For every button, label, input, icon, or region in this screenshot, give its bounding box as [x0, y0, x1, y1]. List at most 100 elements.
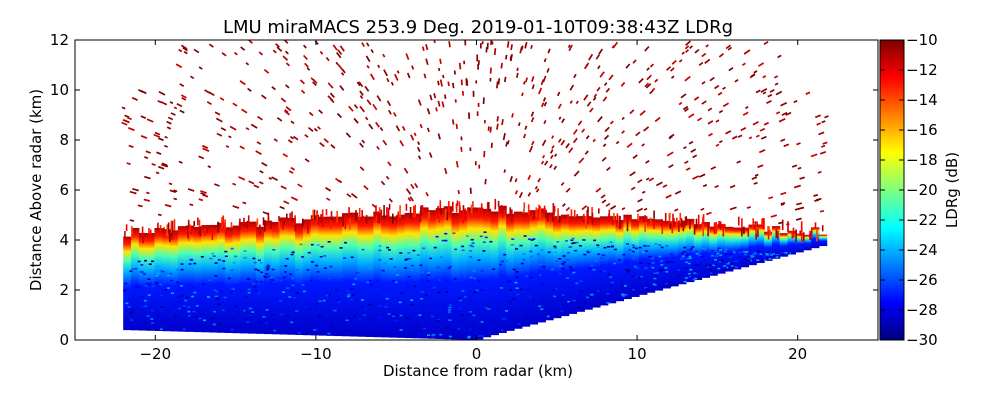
scan-column	[467, 207, 475, 339]
echo-speckle	[427, 272, 430, 274]
echo-speckle	[529, 296, 532, 298]
sparse-echo	[566, 208, 569, 211]
echo-speckle	[452, 233, 455, 235]
sparse-echo	[156, 172, 159, 173]
sparse-echo	[504, 133, 505, 140]
echo-speckle	[582, 239, 585, 241]
echo-speckle	[738, 264, 741, 266]
echo-speckle	[561, 263, 564, 265]
echo-speckle	[749, 261, 752, 263]
echo-speckle	[271, 314, 274, 316]
echo-speckle	[735, 254, 738, 256]
echo-speckle	[292, 285, 295, 287]
echo-speckle	[572, 238, 575, 240]
sparse-echo	[184, 52, 187, 54]
echo-speckle	[633, 295, 636, 297]
sparse-echo	[330, 93, 334, 97]
sparse-echo	[420, 124, 422, 128]
echo-speckle	[180, 285, 183, 287]
sparse-echo	[760, 129, 765, 131]
echo-speckle	[751, 255, 754, 257]
echo-speckle	[521, 263, 524, 265]
echo-speckle	[162, 271, 165, 273]
echo-speckle	[469, 250, 472, 252]
echo-speckle	[539, 264, 542, 266]
echo-speckle	[144, 305, 147, 307]
echo-speckle	[603, 271, 606, 273]
echo-speckle	[227, 299, 230, 301]
echo-speckle	[352, 317, 355, 319]
sparse-echo	[286, 63, 289, 66]
sparse-echo	[318, 127, 321, 129]
echo-speckle	[295, 318, 298, 320]
sparse-echo	[165, 205, 171, 207]
sparse-echo	[220, 98, 224, 100]
echo-speckle	[480, 335, 483, 337]
bright-band-echo	[637, 214, 639, 221]
echo-speckle	[244, 257, 247, 259]
echo-speckle	[711, 250, 714, 252]
sparse-echo	[586, 63, 588, 66]
sparse-echo	[510, 176, 512, 182]
sparse-echo	[584, 95, 588, 100]
sparse-echo	[702, 101, 706, 104]
echo-speckle	[558, 258, 561, 260]
sparse-echo	[603, 97, 606, 101]
sparse-echo	[169, 183, 172, 184]
bright-band-echo	[523, 209, 525, 214]
sparse-echo	[691, 149, 696, 152]
echo-speckle	[466, 284, 469, 286]
echo-speckle	[636, 283, 639, 285]
sparse-echo	[744, 50, 750, 54]
sparse-echo	[383, 54, 385, 57]
sparse-echo	[346, 133, 350, 137]
bright-band-echo	[738, 217, 740, 226]
sparse-echo	[328, 83, 333, 88]
bright-band-echo	[803, 232, 805, 241]
echo-speckle	[247, 278, 250, 280]
scan-column	[506, 214, 514, 331]
sparse-echo	[243, 202, 247, 203]
echo-speckle	[611, 282, 614, 284]
echo-speckle	[437, 267, 440, 269]
echo-speckle	[661, 247, 664, 249]
sparse-echo	[626, 64, 630, 68]
bright-band-echo	[801, 233, 803, 242]
bright-band-echo	[571, 209, 573, 216]
bright-band-echo	[777, 231, 779, 240]
bright-band-echo	[291, 212, 293, 221]
sparse-echo	[426, 192, 428, 196]
echo-speckle	[520, 325, 523, 327]
echo-speckle	[410, 269, 413, 271]
bright-band-echo	[472, 201, 474, 207]
echo-speckle	[783, 254, 786, 256]
echo-speckle	[574, 257, 577, 259]
sparse-echo	[630, 110, 634, 114]
sparse-echo	[761, 89, 767, 92]
echo-speckle	[196, 305, 199, 307]
echo-speckle	[126, 327, 129, 329]
sparse-echo	[146, 151, 151, 153]
echo-speckle	[469, 256, 472, 258]
sparse-echo	[710, 78, 714, 81]
sparse-echo	[756, 135, 759, 137]
echo-speckle	[654, 272, 657, 274]
sparse-echo	[823, 142, 828, 144]
echo-speckle	[291, 278, 294, 280]
sparse-echo	[389, 110, 391, 114]
echo-speckle	[573, 300, 576, 302]
bright-band-echo	[224, 219, 226, 229]
sparse-echo	[453, 83, 454, 88]
echo-speckle	[261, 331, 264, 333]
sparse-echo	[284, 201, 289, 204]
sparse-echo	[822, 121, 826, 122]
sparse-echo	[226, 146, 229, 147]
echo-speckle	[459, 308, 462, 310]
bright-band-echo	[174, 219, 176, 231]
echo-speckle	[628, 249, 631, 251]
echo-speckle	[490, 276, 493, 278]
sparse-echo	[602, 158, 606, 162]
echo-speckle	[593, 305, 596, 307]
bright-band-echo	[723, 224, 725, 237]
